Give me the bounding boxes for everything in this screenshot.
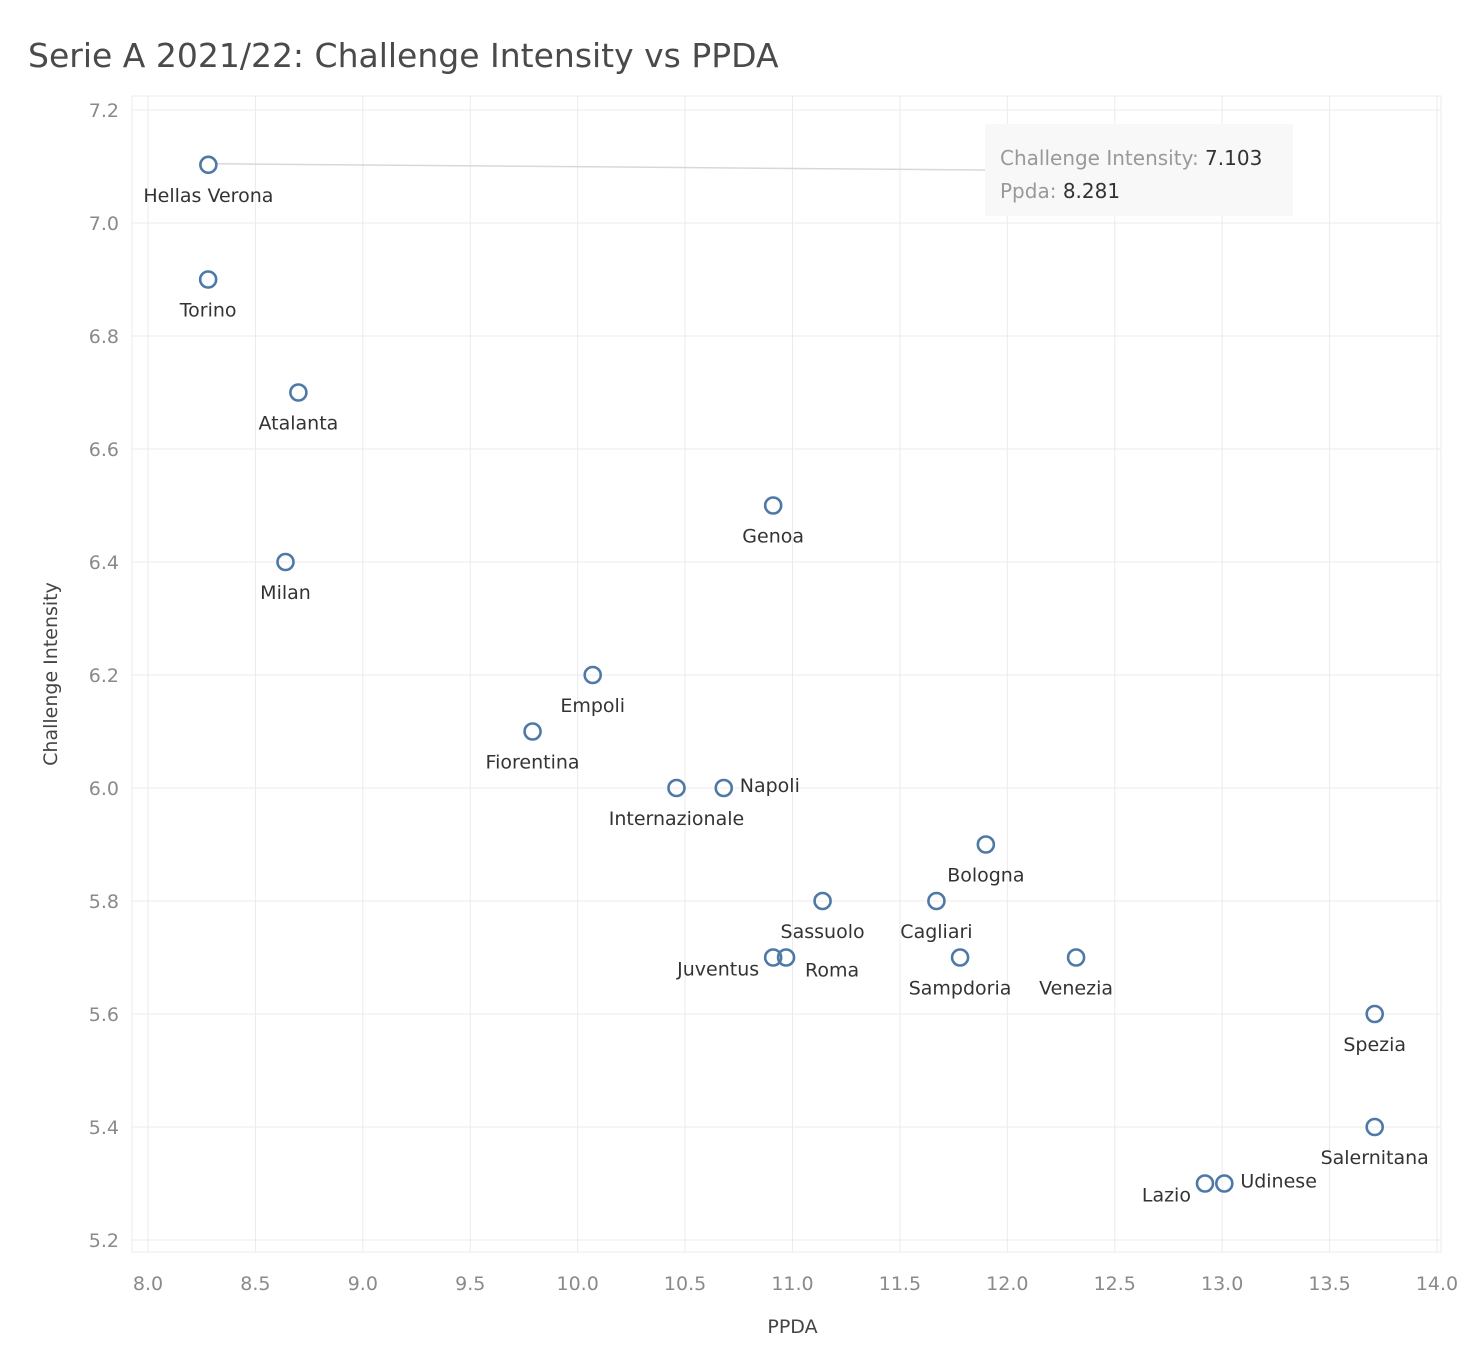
data-point[interactable] [813, 891, 832, 911]
point-label: Internazionale [609, 808, 744, 830]
data-point[interactable] [667, 778, 686, 798]
point-label: Bologna [947, 865, 1024, 887]
data-point[interactable] [1195, 1174, 1215, 1193]
y-tick-label: 5.8 [89, 891, 119, 913]
y-axis-title: Challenge Intensity [40, 582, 62, 766]
data-point[interactable] [199, 155, 218, 175]
tooltip-challenge-value: 7.103 [1205, 146, 1263, 170]
y-tick-label: 5.4 [89, 1117, 119, 1139]
y-tick-label: 6.8 [89, 326, 119, 348]
data-point[interactable] [583, 665, 603, 685]
data-point[interactable] [1365, 1117, 1384, 1137]
x-axis-ticks: 8.0 8.5 9.0 9.5 10.0 10.5 11.0 11.5 12.0 12.5 13.0… [133, 1273, 1458, 1295]
point-label: Empoli [560, 695, 625, 717]
data-point[interactable] [763, 496, 783, 515]
point-label: Spezia [1343, 1034, 1406, 1056]
data-point[interactable] [714, 778, 734, 798]
data-point[interactable] [1365, 1004, 1384, 1024]
point-label: Milan [260, 582, 311, 604]
tooltip-line-challenge: Challenge Intensity: 7.103 [1000, 142, 1293, 175]
x-tick-label: 12.5 [1094, 1273, 1136, 1295]
y-axis-ticks: 5.2 5.4 5.6 5.8 6.0 6.2 6.4 6.6 6.8 7.0 7.2 [89, 100, 119, 1252]
tooltip-ppda-value: 8.281 [1062, 179, 1121, 203]
point-label: Sassuolo [781, 921, 865, 943]
tooltip-leader-line [217, 163, 986, 171]
point-label: Udinese [1240, 1171, 1317, 1193]
data-points: Hellas Verona Torino Atalanta Milan Genoa Emp… [143, 155, 1429, 1207]
point-label: Lazio [1142, 1185, 1191, 1207]
x-tick-label: 14.0 [1416, 1273, 1458, 1295]
y-tick-label: 6.6 [89, 439, 119, 461]
data-point[interactable] [198, 270, 218, 289]
data-point[interactable] [950, 948, 970, 967]
y-tick-label: 5.6 [89, 1004, 119, 1026]
data-point[interactable] [976, 835, 996, 854]
x-tick-label: 11.0 [771, 1273, 813, 1295]
data-point[interactable] [1215, 1174, 1234, 1193]
point-label: Venezia [1039, 978, 1113, 1000]
data-point[interactable] [276, 552, 295, 572]
point-label: Juventus [676, 959, 759, 981]
point-label: Napoli [740, 775, 800, 797]
point-label: Hellas Verona [143, 185, 273, 207]
y-tick-label: 7.0 [89, 213, 119, 235]
x-tick-label: 8.5 [240, 1273, 270, 1295]
point-label: Fiorentina [486, 752, 580, 774]
x-tick-label: 9.5 [455, 1273, 485, 1295]
x-tick-label: 13.5 [1308, 1273, 1350, 1295]
x-tick-label: 13.0 [1201, 1273, 1243, 1295]
data-point[interactable] [523, 722, 542, 741]
y-tick-label: 6.0 [89, 778, 119, 800]
point-label: Salernitana [1321, 1147, 1429, 1169]
x-tick-label: 12.0 [986, 1273, 1028, 1295]
y-tick-label: 5.2 [89, 1230, 119, 1252]
x-tick-label: 10.5 [664, 1273, 706, 1295]
point-label: Genoa [742, 526, 804, 548]
y-tick-label: 6.2 [89, 665, 119, 687]
tooltip-ppda-label: Ppda: [1000, 179, 1057, 203]
point-label: Roma [805, 960, 859, 982]
tooltip-line-ppda: Ppda: 8.281 [1000, 175, 1293, 208]
point-label: Torino [179, 300, 237, 322]
x-tick-label: 8.0 [133, 1273, 163, 1295]
x-axis-title: PPDA [767, 1316, 817, 1338]
chart-title: Serie A 2021/22: Challenge Intensity vs … [28, 36, 779, 75]
data-point[interactable] [289, 383, 308, 402]
point-label: Cagliari [900, 921, 972, 943]
data-point[interactable] [763, 948, 783, 967]
data-point[interactable] [927, 891, 946, 911]
plot-frame [131, 95, 1442, 1253]
data-point[interactable] [776, 948, 796, 967]
data-point[interactable] [1066, 948, 1086, 967]
y-tick-label: 6.4 [89, 552, 119, 574]
x-tick-label: 9.0 [348, 1273, 378, 1295]
point-label: Atalanta [258, 413, 338, 435]
x-tick-label: 11.5 [879, 1273, 921, 1295]
tooltip: Challenge Intensity: 7.103 Ppda: 8.281 [985, 124, 1293, 216]
point-label: Sampdoria [909, 978, 1012, 1000]
x-tick-label: 10.0 [557, 1273, 599, 1295]
grid [131, 95, 1442, 1253]
y-tick-label: 7.2 [89, 100, 119, 122]
tooltip-challenge-label: Challenge Intensity: [1000, 146, 1199, 170]
